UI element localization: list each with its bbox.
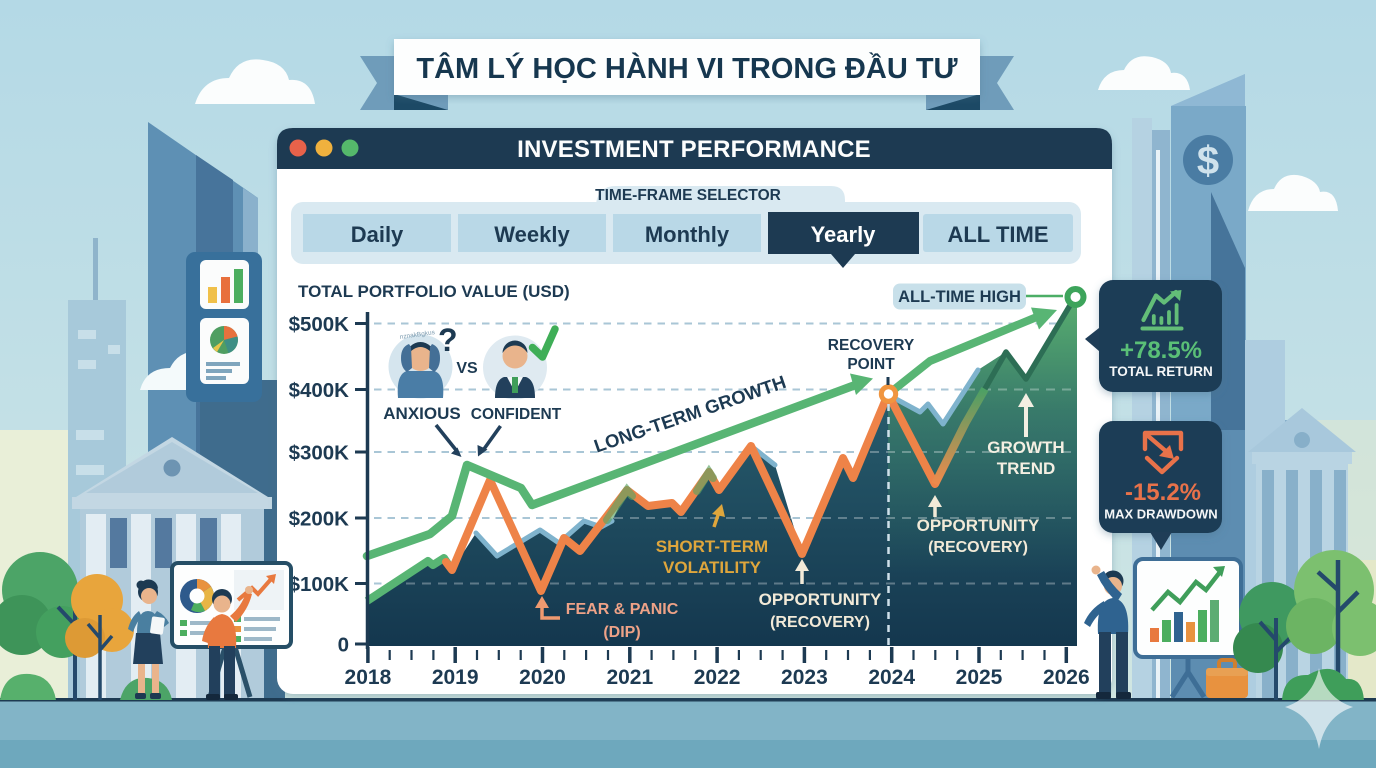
- svg-text:(DIP): (DIP): [603, 624, 640, 641]
- svg-text:TÂM LÝ HỌC HÀNH VI TRONG ĐẦU T: TÂM LÝ HỌC HÀNH VI TRONG ĐẦU TƯ: [416, 51, 958, 85]
- svg-text:2019: 2019: [432, 666, 479, 689]
- svg-text:2023: 2023: [781, 666, 828, 689]
- svg-text:+78.5%: +78.5%: [1120, 337, 1202, 364]
- svg-text:TREND: TREND: [997, 459, 1056, 478]
- svg-text:VOLATILITY: VOLATILITY: [663, 558, 762, 577]
- svg-text:GROWTH: GROWTH: [987, 438, 1064, 457]
- svg-text:0: 0: [338, 634, 349, 657]
- svg-text:OPPORTUNITY: OPPORTUNITY: [759, 590, 882, 609]
- svg-text:Monthly: Monthly: [645, 222, 730, 247]
- svg-text:TIME-FRAME SELECTOR: TIME-FRAME SELECTOR: [595, 187, 781, 204]
- svg-text:SHORT-TERM: SHORT-TERM: [656, 537, 768, 556]
- svg-text:2022: 2022: [694, 666, 741, 689]
- svg-text:MAX DRAWDOWN: MAX DRAWDOWN: [1104, 507, 1217, 522]
- svg-text:ANXIOUS: ANXIOUS: [383, 404, 460, 423]
- svg-text:-15.2%: -15.2%: [1125, 479, 1201, 506]
- svg-text:Daily: Daily: [351, 222, 404, 247]
- svg-text:2018: 2018: [345, 666, 392, 689]
- svg-text:FEAR & PANIC: FEAR & PANIC: [566, 601, 679, 618]
- svg-text:nznakBgkus: nznakBgkus: [399, 329, 436, 341]
- svg-text:2024: 2024: [868, 666, 915, 689]
- svg-text:INVESTMENT PERFORMANCE: INVESTMENT PERFORMANCE: [517, 136, 871, 163]
- svg-text:$200K: $200K: [289, 508, 350, 531]
- svg-text:TOTAL PORTFOLIO VALUE (USD): TOTAL PORTFOLIO VALUE (USD): [298, 282, 570, 301]
- svg-text:$500K: $500K: [289, 313, 350, 336]
- svg-text:2020: 2020: [519, 666, 566, 689]
- svg-text:2021: 2021: [606, 666, 653, 689]
- svg-text:POINT: POINT: [847, 356, 895, 373]
- svg-text:2026: 2026: [1043, 666, 1090, 689]
- svg-text:VS: VS: [456, 360, 478, 377]
- svg-text:(RECOVERY): (RECOVERY): [770, 614, 870, 631]
- svg-text:RECOVERY: RECOVERY: [828, 337, 915, 354]
- svg-text:ALL TIME: ALL TIME: [947, 222, 1048, 247]
- svg-text:$300K: $300K: [289, 442, 350, 465]
- svg-text:Yearly: Yearly: [811, 222, 877, 247]
- svg-text:$400K: $400K: [289, 379, 350, 402]
- svg-text:OPPORTUNITY: OPPORTUNITY: [917, 516, 1040, 535]
- svg-text:Weekly: Weekly: [494, 222, 570, 247]
- svg-text:CONFIDENT: CONFIDENT: [471, 406, 562, 423]
- svg-text:2025: 2025: [956, 666, 1003, 689]
- svg-text:$: $: [1197, 139, 1219, 183]
- svg-text:?: ?: [438, 322, 458, 358]
- svg-text:$100K: $100K: [289, 573, 350, 596]
- svg-text:ALL-TIME HIGH: ALL-TIME HIGH: [898, 288, 1021, 306]
- svg-text:TOTAL RETURN: TOTAL RETURN: [1109, 364, 1213, 379]
- svg-text:(RECOVERY): (RECOVERY): [928, 539, 1028, 556]
